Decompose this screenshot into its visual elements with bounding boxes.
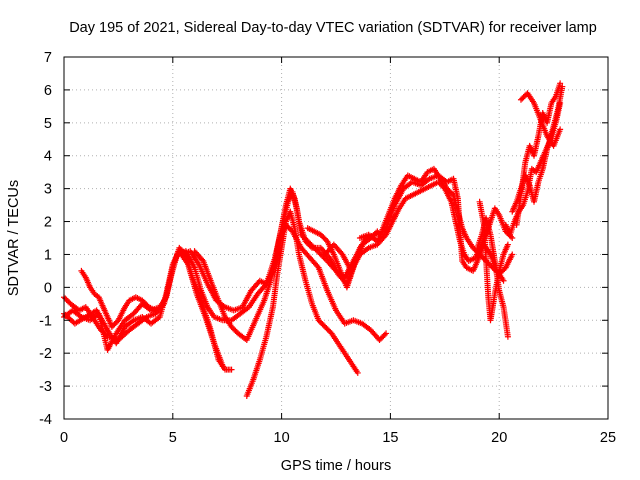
- data-point: [152, 307, 159, 314]
- data-point: [517, 96, 524, 103]
- data-point: [228, 323, 235, 330]
- data-point: [143, 301, 150, 308]
- data-point: [63, 296, 70, 303]
- data-point: [101, 331, 108, 338]
- data-point: [376, 337, 383, 344]
- data-point: [64, 298, 71, 305]
- data-point: [286, 225, 293, 232]
- data-point: [315, 317, 322, 324]
- y-tick-label: 0: [44, 280, 52, 296]
- data-point: [320, 322, 327, 329]
- data-point: [99, 328, 106, 335]
- data-point: [228, 366, 235, 373]
- data-point: [315, 248, 322, 255]
- y-tick-label: -3: [39, 379, 52, 395]
- data-point: [320, 234, 327, 241]
- data-point: [219, 363, 226, 370]
- data-point: [307, 243, 314, 250]
- data-point: [435, 179, 442, 186]
- y-tick-label: 1: [44, 247, 52, 263]
- data-point: [324, 326, 331, 333]
- data-point: [519, 95, 526, 102]
- y-tick-label: 5: [44, 116, 52, 132]
- data-point: [521, 92, 528, 99]
- grid-lines: [64, 57, 608, 419]
- data-point: [504, 333, 511, 340]
- data-point: [303, 239, 310, 246]
- data-point: [319, 321, 326, 328]
- data-point: [381, 331, 388, 338]
- data-point: [557, 100, 564, 107]
- data-point: [323, 325, 330, 332]
- data-point: [439, 183, 446, 190]
- data-point: [316, 318, 323, 325]
- data-point: [509, 251, 516, 258]
- data-point: [520, 94, 527, 101]
- plot-frame: [63, 56, 609, 420]
- data-point: [500, 277, 507, 284]
- data-point: [141, 300, 148, 307]
- data-point: [321, 235, 328, 242]
- data-point: [504, 241, 511, 248]
- data-point: [354, 369, 361, 376]
- data-point: [100, 329, 107, 336]
- x-tick-label: 5: [169, 430, 177, 446]
- x-tick-label: 15: [382, 430, 398, 446]
- x-axis-label: GPS time / hours: [281, 458, 391, 474]
- data-point: [380, 333, 387, 340]
- data-point: [436, 180, 443, 187]
- data-point: [229, 325, 236, 332]
- data-point: [317, 231, 324, 238]
- data-point: [305, 240, 312, 247]
- x-tick-label: 10: [274, 430, 290, 446]
- y-tick-label: 6: [44, 83, 52, 99]
- data-point: [379, 334, 386, 341]
- y-tick-label: -1: [39, 313, 52, 329]
- x-tick-label: 0: [60, 430, 68, 446]
- x-tick-label: 25: [600, 430, 616, 446]
- data-point: [111, 321, 118, 328]
- data-point: [306, 242, 313, 249]
- data-point: [110, 322, 117, 329]
- y-tick-label: 7: [44, 50, 52, 66]
- data-point: [139, 297, 146, 304]
- data-point: [97, 327, 104, 334]
- data-point: [316, 250, 323, 257]
- y-axis-label: SDTVAR / TECUs: [6, 180, 22, 296]
- chart-title: Day 195 of 2021, Sidereal Day-to-day VTE…: [69, 20, 597, 36]
- data-point: [319, 252, 326, 259]
- axis-ticks: 0 5 10 15 20 25 -4 -3 -2 -1 0 1 2 3 4 5 6 7: [39, 50, 616, 446]
- data-point: [437, 181, 444, 188]
- y-tick-label: 3: [44, 182, 52, 198]
- data-points: [61, 80, 566, 399]
- data-point: [557, 126, 564, 133]
- data-point: [232, 327, 239, 334]
- data-point: [557, 80, 564, 87]
- data-point: [231, 326, 238, 333]
- data-point: [500, 267, 507, 274]
- data-point: [140, 298, 147, 305]
- x-tick-label: 20: [491, 430, 507, 446]
- data-point: [383, 330, 390, 337]
- data-point: [112, 319, 119, 326]
- y-tick-label: -2: [39, 346, 52, 362]
- data-point: [108, 323, 115, 330]
- data-point: [447, 189, 454, 196]
- y-tick-label: 2: [44, 215, 52, 231]
- y-tick-label: -4: [39, 412, 52, 428]
- data-point: [377, 335, 384, 342]
- y-tick-label: 4: [44, 149, 52, 165]
- data-point: [326, 327, 333, 334]
- data-point: [62, 295, 69, 302]
- data-point: [319, 233, 326, 240]
- data-point: [509, 235, 516, 241]
- data-point: [318, 319, 325, 326]
- data-point: [302, 238, 309, 245]
- data-point: [322, 323, 329, 330]
- data-point: [103, 332, 110, 339]
